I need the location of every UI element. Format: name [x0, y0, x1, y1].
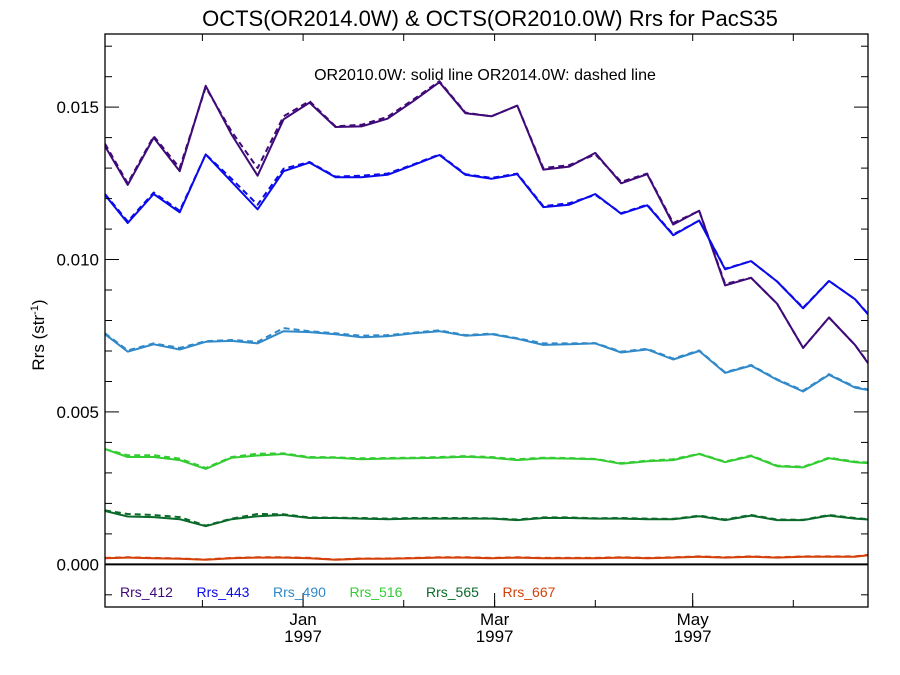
y-axis-label-close: )	[29, 299, 48, 305]
rrs-490-dashed-line	[105, 327, 868, 392]
legend-item-rrs-490: Rrs_490	[273, 584, 326, 600]
x-tick-label: Jan	[289, 610, 316, 629]
y-tick-label: 0.010	[56, 251, 99, 270]
series-layer	[105, 80, 868, 566]
x-tick-year-label: 1997	[476, 627, 514, 646]
rrs-516-dashed-line	[105, 448, 868, 469]
chart-annotation: OR2010.0W: solid line OR2014.0W: dashed …	[314, 67, 656, 84]
y-axis-label-main: Rrs (str	[29, 315, 48, 371]
rrs-565-solid-line	[105, 510, 868, 528]
legend-item-rrs-412: Rrs_412	[120, 584, 173, 600]
x-tick-year-label: 1997	[284, 627, 322, 646]
legend-item-rrs-516: Rrs_516	[350, 584, 403, 600]
x-tick-year-label: 1997	[674, 627, 712, 646]
y-tick-label: 0.015	[56, 98, 99, 117]
rrs-490-solid-line	[105, 330, 868, 393]
plot-area	[105, 80, 868, 566]
chart-title: OCTS(OR2014.0W) & OCTS(OR2010.0W) Rrs fo…	[202, 6, 778, 31]
rrs-412-dashed-line	[105, 80, 868, 364]
rrs-667-solid-line	[105, 554, 868, 561]
plot-frame	[104, 33, 869, 608]
rrs-412-solid-line	[105, 81, 868, 364]
y-axis-label-superscript: -1	[29, 305, 41, 315]
legend-item-rrs-443: Rrs_443	[197, 584, 250, 600]
x-tick-label: Mar	[480, 610, 510, 629]
rrs-443-solid-line	[105, 153, 868, 316]
legend-item-rrs-667: Rrs_667	[503, 584, 556, 600]
y-tick-label: 0.005	[56, 403, 99, 422]
y-axis-label: Rrs (str-1)	[29, 299, 48, 370]
x-tick-label: May	[677, 610, 710, 629]
axes-layer: 0.0000.0050.0100.015Jan1997Mar1997May199…	[56, 33, 869, 646]
legend-item-rrs-565: Rrs_565	[426, 584, 479, 600]
legend: Rrs_412 Rrs_443 Rrs_490 Rrs_516 Rrs_565 Rrs_6…	[120, 584, 556, 600]
rrs-516-solid-line	[105, 448, 868, 470]
rrs-443-dashed-line	[105, 153, 868, 315]
y-tick-label: 0.000	[56, 555, 99, 574]
